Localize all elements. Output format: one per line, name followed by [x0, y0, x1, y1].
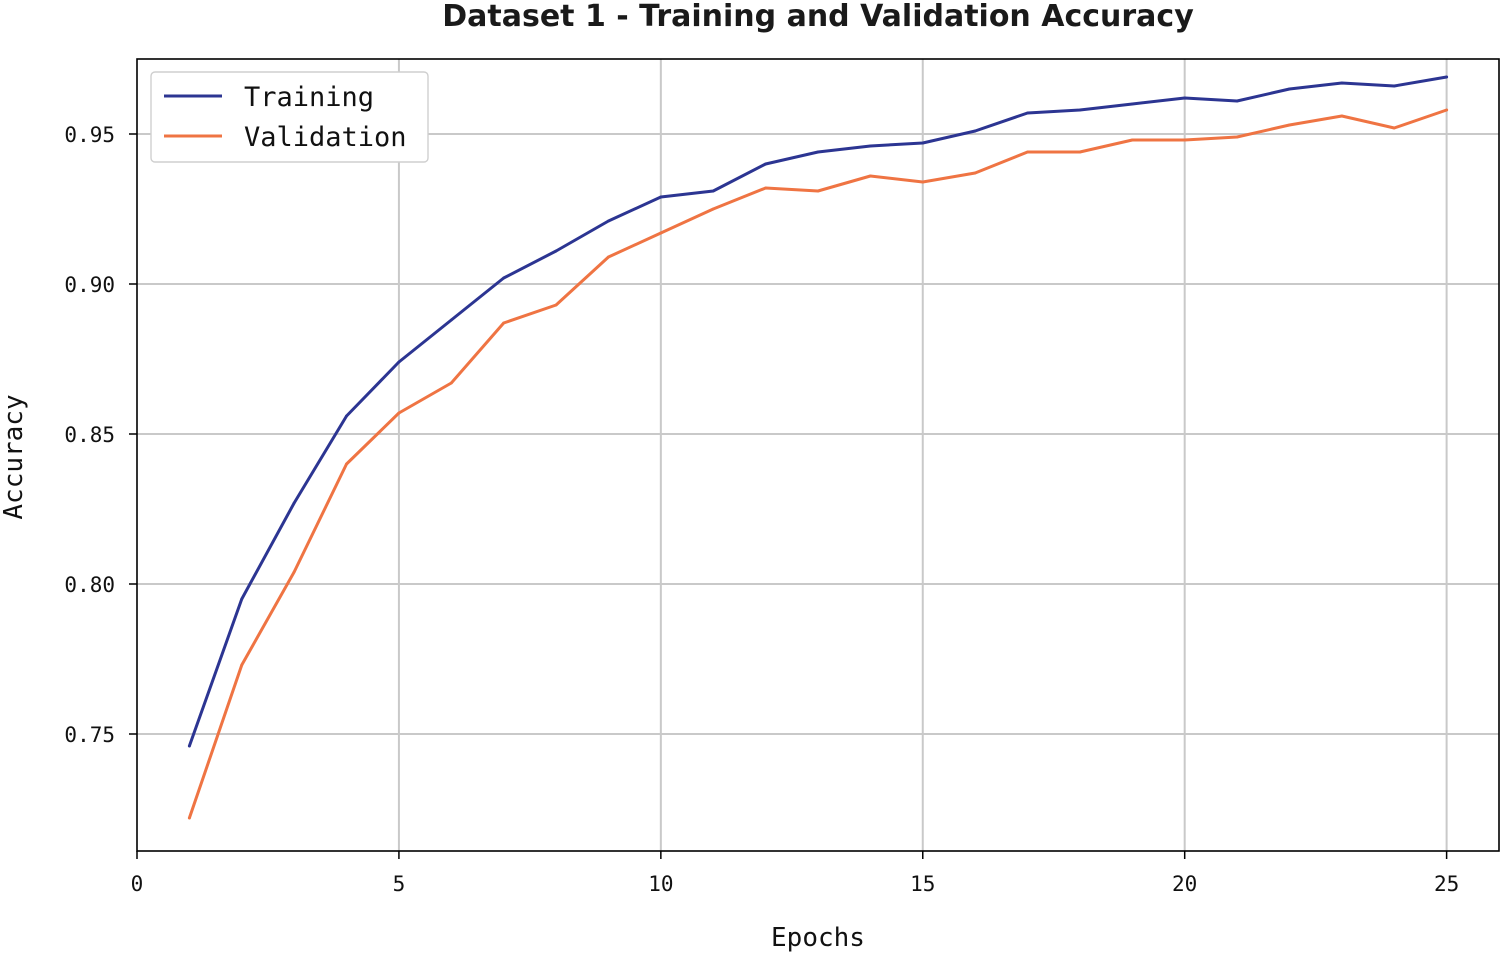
data-point-training — [816, 150, 820, 154]
data-point-validation — [1235, 135, 1239, 139]
data-point-validation — [973, 171, 977, 175]
data-point-validation — [1445, 108, 1449, 112]
data-point-training — [1026, 111, 1029, 115]
data-point-training — [554, 249, 558, 253]
data-point-training — [1392, 84, 1396, 88]
data-point-validation — [292, 570, 296, 574]
y-tick-label: 0.80 — [64, 573, 115, 597]
data-point-validation — [868, 174, 872, 178]
data-point-validation — [1340, 114, 1344, 118]
data-point-validation — [1026, 150, 1029, 154]
data-point-training — [1288, 87, 1291, 91]
data-point-training — [973, 129, 977, 133]
data-point-training — [345, 414, 348, 418]
data-point-validation — [711, 207, 715, 211]
data-point-validation — [1288, 123, 1291, 127]
data-point-training — [921, 141, 925, 145]
data-point-training — [711, 189, 715, 193]
data-point-training — [868, 144, 872, 148]
data-point-validation — [1183, 138, 1187, 142]
data-point-training — [659, 195, 663, 199]
data-point-training — [1183, 96, 1187, 100]
y-tick-label: 0.75 — [64, 723, 115, 747]
x-tick-label: 25 — [1434, 872, 1459, 896]
data-point-validation — [345, 462, 348, 466]
data-point-training — [292, 501, 296, 505]
x-tick-label: 20 — [1172, 872, 1197, 896]
data-point-validation — [502, 321, 506, 325]
y-tick-label: 0.90 — [64, 273, 115, 297]
series-line-training — [187, 75, 1449, 748]
x-tick-label: 10 — [648, 872, 673, 896]
x-tick-label: 15 — [910, 872, 935, 896]
chart-title: Dataset 1 - Training and Validation Accu… — [442, 0, 1194, 34]
data-point-training — [1235, 99, 1239, 103]
data-point-training — [187, 744, 191, 748]
grid-lines — [137, 59, 1499, 851]
data-point-training — [502, 276, 506, 280]
data-point-validation — [554, 303, 558, 307]
data-point-validation — [659, 231, 663, 235]
data-point-validation — [397, 411, 401, 415]
data-point-training — [764, 162, 768, 166]
data-point-training — [240, 597, 244, 601]
y-tick-label: 0.95 — [64, 123, 115, 147]
x-tick-label: 0 — [131, 872, 144, 896]
data-point-training — [1445, 75, 1449, 79]
y-axis-label: Accuracy — [0, 394, 29, 519]
data-point-validation — [607, 255, 610, 259]
data-point-validation — [449, 381, 453, 385]
data-point-validation — [1130, 138, 1134, 142]
data-point-validation — [1078, 150, 1082, 154]
data-point-validation — [816, 189, 820, 193]
data-point-training — [397, 360, 401, 364]
legend-label-training: Training — [244, 82, 374, 113]
data-point-training — [1130, 102, 1134, 106]
data-point-training — [1340, 81, 1344, 85]
data-point-training — [1078, 108, 1082, 112]
data-point-training — [607, 219, 610, 223]
y-tick-label: 0.85 — [64, 423, 115, 447]
axis-ticks: 0 5 10 15 20 25 0.75 0.80 0.85 0.90 0.95 — [64, 123, 1459, 896]
plot-area-frame — [136, 58, 1500, 852]
series-line-validation — [187, 108, 1449, 820]
data-point-training — [449, 318, 453, 322]
data-point-validation — [921, 180, 925, 184]
chart-legend: Training Validation — [150, 71, 429, 163]
legend-label-validation: Validation — [244, 122, 407, 153]
x-tick-label: 5 — [393, 872, 406, 896]
data-point-validation — [1392, 126, 1396, 130]
data-point-validation — [240, 663, 244, 667]
series-lines — [187, 75, 1449, 820]
data-point-validation — [187, 816, 191, 820]
x-axis-label: Epochs — [771, 923, 865, 953]
data-point-validation — [764, 186, 768, 190]
